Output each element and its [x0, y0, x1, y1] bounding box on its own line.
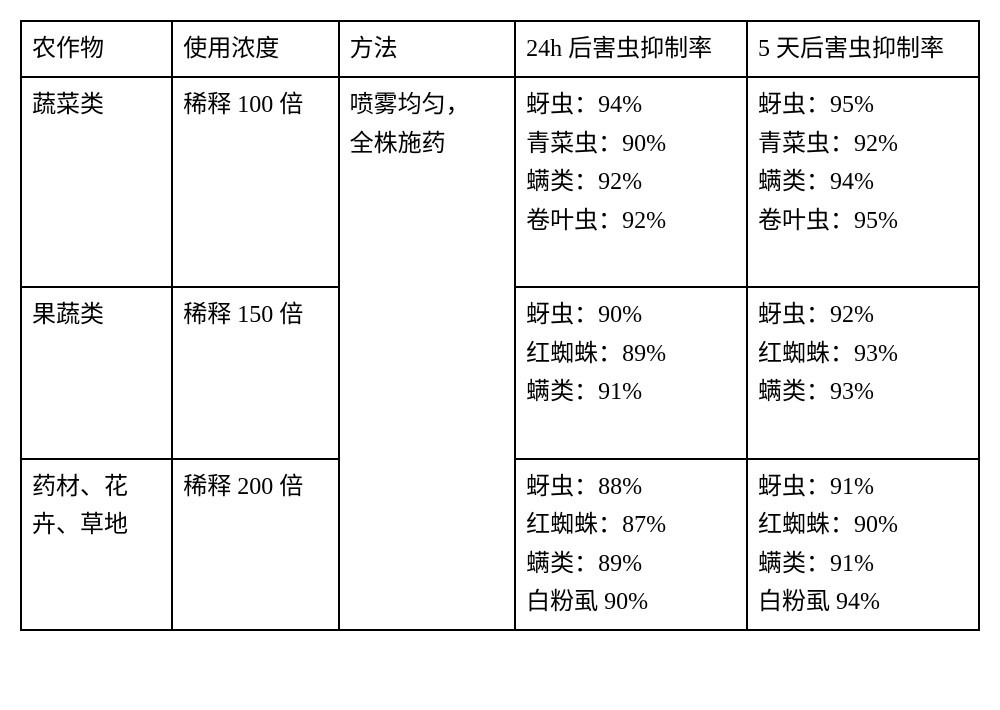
- cell-5d: 蚜虫：95% 青菜虫：92% 螨类：94% 卷叶虫：95%: [747, 77, 979, 287]
- pest-value: 白粉虱 90%: [526, 583, 736, 621]
- pest-value: 蚜虫：88%: [526, 468, 736, 506]
- header-24h: 24h 后害虫抑制率: [515, 21, 747, 77]
- pest-value: 蚜虫：90%: [526, 296, 736, 334]
- header-conc: 使用浓度: [172, 21, 338, 77]
- pest-value: 卷叶虫：92%: [526, 202, 736, 240]
- crop-line: 卉、草地: [32, 506, 161, 544]
- pest-value: 蚜虫：95%: [758, 86, 968, 124]
- cell-5d: 蚜虫：91% 红蜘蛛：90% 螨类：91% 白粉虱 94%: [747, 459, 979, 631]
- pest-inhibition-table: 农作物 使用浓度 方法 24h 后害虫抑制率 5 天后害虫抑制率 蔬菜类 稀释 …: [20, 20, 980, 631]
- pest-value: 红蜘蛛：93%: [758, 335, 968, 373]
- header-method: 方法: [339, 21, 515, 77]
- method-line: 全株施药: [350, 125, 504, 163]
- pest-value: 螨类：89%: [526, 545, 736, 583]
- cell-conc: 稀释 100 倍: [172, 77, 338, 287]
- header-5d: 5 天后害虫抑制率: [747, 21, 979, 77]
- cell-method: 喷雾均匀， 全株施药: [339, 77, 515, 630]
- pest-value: 青菜虫：90%: [526, 125, 736, 163]
- pest-value: 蚜虫：92%: [758, 296, 968, 334]
- cell-conc: 稀释 150 倍: [172, 287, 338, 459]
- table-row: 蔬菜类 稀释 100 倍 喷雾均匀， 全株施药 蚜虫：94% 青菜虫：90% 螨…: [21, 77, 979, 287]
- pest-value: 红蜘蛛：89%: [526, 335, 736, 373]
- cell-crop: 蔬菜类: [21, 77, 172, 287]
- crop-line: 药材、花: [32, 468, 161, 506]
- pest-value: 螨类：91%: [526, 373, 736, 411]
- table-header-row: 农作物 使用浓度 方法 24h 后害虫抑制率 5 天后害虫抑制率: [21, 21, 979, 77]
- cell-conc: 稀释 200 倍: [172, 459, 338, 631]
- pest-value: 蚜虫：91%: [758, 468, 968, 506]
- cell-crop: 药材、花 卉、草地: [21, 459, 172, 631]
- pest-value: 青菜虫：92%: [758, 125, 968, 163]
- pest-value: 红蜘蛛：90%: [758, 506, 968, 544]
- pest-value: 螨类：91%: [758, 545, 968, 583]
- method-line: 喷雾均匀，: [350, 86, 504, 124]
- cell-24h: 蚜虫：88% 红蜘蛛：87% 螨类：89% 白粉虱 90%: [515, 459, 747, 631]
- pest-value: 卷叶虫：95%: [758, 202, 968, 240]
- cell-5d: 蚜虫：92% 红蜘蛛：93% 螨类：93%: [747, 287, 979, 459]
- pest-value: 白粉虱 94%: [758, 583, 968, 621]
- pest-value: 螨类：92%: [526, 163, 736, 201]
- header-crop: 农作物: [21, 21, 172, 77]
- pest-value: 蚜虫：94%: [526, 86, 736, 124]
- cell-24h: 蚜虫：94% 青菜虫：90% 螨类：92% 卷叶虫：92%: [515, 77, 747, 287]
- pest-value: 螨类：94%: [758, 163, 968, 201]
- cell-crop: 果蔬类: [21, 287, 172, 459]
- pest-value: 红蜘蛛：87%: [526, 506, 736, 544]
- cell-24h: 蚜虫：90% 红蜘蛛：89% 螨类：91%: [515, 287, 747, 459]
- pest-value: 螨类：93%: [758, 373, 968, 411]
